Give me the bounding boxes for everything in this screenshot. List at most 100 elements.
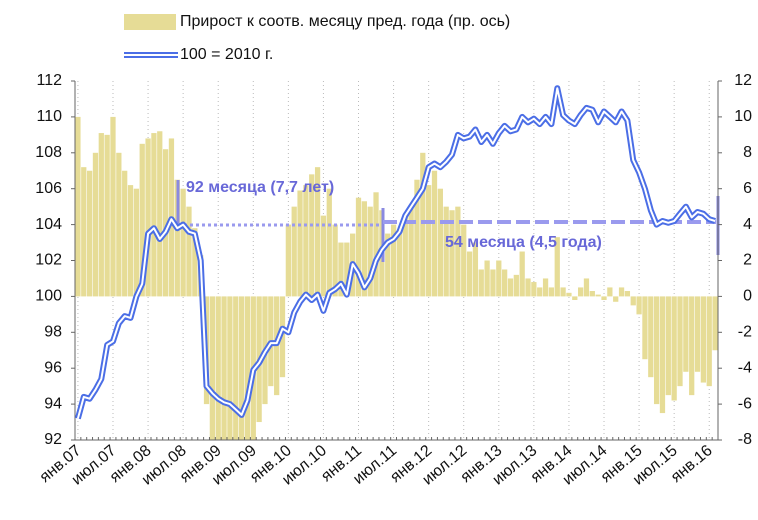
bar bbox=[449, 210, 455, 297]
bar bbox=[426, 185, 432, 297]
bar bbox=[653, 296, 660, 405]
annotation: 92 месяца (7,7 лет) bbox=[186, 179, 334, 196]
bar bbox=[624, 291, 631, 297]
y-tick-label: 110 bbox=[36, 108, 62, 125]
bar bbox=[209, 296, 215, 440]
bar bbox=[291, 206, 297, 297]
bar bbox=[431, 170, 438, 297]
bar bbox=[361, 201, 367, 297]
bar bbox=[279, 296, 286, 378]
bar bbox=[461, 224, 467, 297]
bar bbox=[98, 133, 104, 297]
y2-tick-label: 8 bbox=[743, 144, 752, 161]
bar bbox=[104, 134, 110, 297]
bar bbox=[513, 274, 519, 297]
bar bbox=[630, 296, 636, 306]
y2-tick-label: -2 bbox=[738, 324, 752, 341]
bar bbox=[572, 296, 578, 300]
y-tick-label: 104 bbox=[35, 216, 62, 233]
legend-label: 100 = 2010 г. bbox=[180, 46, 273, 63]
bar bbox=[700, 296, 707, 383]
plot-back bbox=[75, 81, 718, 440]
legend-swatch bbox=[124, 14, 176, 30]
y2-tick-label: -4 bbox=[738, 359, 752, 376]
bar bbox=[385, 233, 391, 297]
bar bbox=[145, 138, 151, 297]
y2-tick-label: 10 bbox=[734, 108, 752, 125]
bar bbox=[162, 149, 169, 297]
bar bbox=[320, 215, 327, 297]
bar bbox=[221, 296, 227, 440]
bar bbox=[133, 188, 140, 297]
bar bbox=[116, 152, 122, 297]
y-tick-label: 94 bbox=[44, 395, 62, 412]
y-tick-label: 102 bbox=[35, 252, 62, 269]
y2-tick-label: 4 bbox=[743, 216, 752, 233]
bar bbox=[601, 296, 607, 300]
bar bbox=[560, 287, 566, 297]
bar bbox=[285, 224, 291, 297]
y-tick-label: 98 bbox=[44, 324, 62, 341]
annotation: 54 месяца (4,5 года) bbox=[445, 234, 602, 251]
bar bbox=[677, 296, 683, 387]
bar bbox=[75, 116, 81, 297]
bar bbox=[233, 296, 239, 440]
y-tick-label: 106 bbox=[35, 180, 62, 197]
bar bbox=[390, 224, 397, 297]
bar bbox=[554, 237, 560, 297]
y2-tick-label: 6 bbox=[743, 180, 752, 197]
bar bbox=[484, 260, 490, 297]
bar bbox=[244, 296, 251, 440]
bar bbox=[712, 296, 718, 351]
y2-tick-label: 2 bbox=[743, 252, 752, 269]
bar bbox=[496, 260, 502, 297]
bar bbox=[437, 188, 443, 297]
bar bbox=[86, 170, 93, 297]
bar bbox=[671, 296, 677, 401]
bar bbox=[402, 215, 408, 297]
bar bbox=[338, 242, 344, 297]
bar bbox=[607, 287, 613, 297]
bar bbox=[618, 287, 625, 297]
bar bbox=[227, 296, 233, 440]
bar bbox=[174, 179, 180, 297]
bar bbox=[589, 291, 595, 297]
bar bbox=[537, 287, 543, 297]
bar bbox=[355, 197, 362, 297]
bar bbox=[192, 228, 198, 297]
bar bbox=[665, 296, 671, 396]
bar bbox=[472, 242, 479, 297]
bar bbox=[157, 131, 163, 297]
bar bbox=[151, 133, 157, 297]
bar bbox=[180, 188, 186, 297]
bar bbox=[689, 296, 695, 396]
bar bbox=[309, 174, 315, 297]
bar bbox=[613, 296, 619, 302]
bar bbox=[110, 116, 116, 297]
bar bbox=[659, 296, 666, 414]
bar bbox=[396, 233, 403, 297]
bar bbox=[694, 296, 701, 372]
bar bbox=[344, 242, 350, 297]
bar bbox=[443, 206, 449, 297]
bar bbox=[373, 192, 379, 297]
bar bbox=[683, 296, 689, 372]
bar bbox=[139, 143, 145, 297]
bar bbox=[238, 296, 245, 440]
y2-tick-label: 12 bbox=[734, 72, 752, 89]
bar bbox=[326, 188, 332, 297]
bar bbox=[519, 251, 525, 297]
legend-label: Прирост к соотв. месяцу пред. года (пр. … bbox=[180, 13, 510, 30]
bar bbox=[408, 206, 414, 297]
bar bbox=[542, 278, 549, 297]
y2-tick-label: 0 bbox=[743, 288, 752, 305]
bar bbox=[420, 152, 426, 297]
bar bbox=[303, 185, 309, 297]
bar bbox=[414, 179, 420, 297]
bar bbox=[332, 224, 338, 297]
bar bbox=[502, 269, 508, 297]
bar bbox=[367, 206, 373, 297]
bar bbox=[466, 251, 473, 297]
bar bbox=[578, 287, 584, 297]
